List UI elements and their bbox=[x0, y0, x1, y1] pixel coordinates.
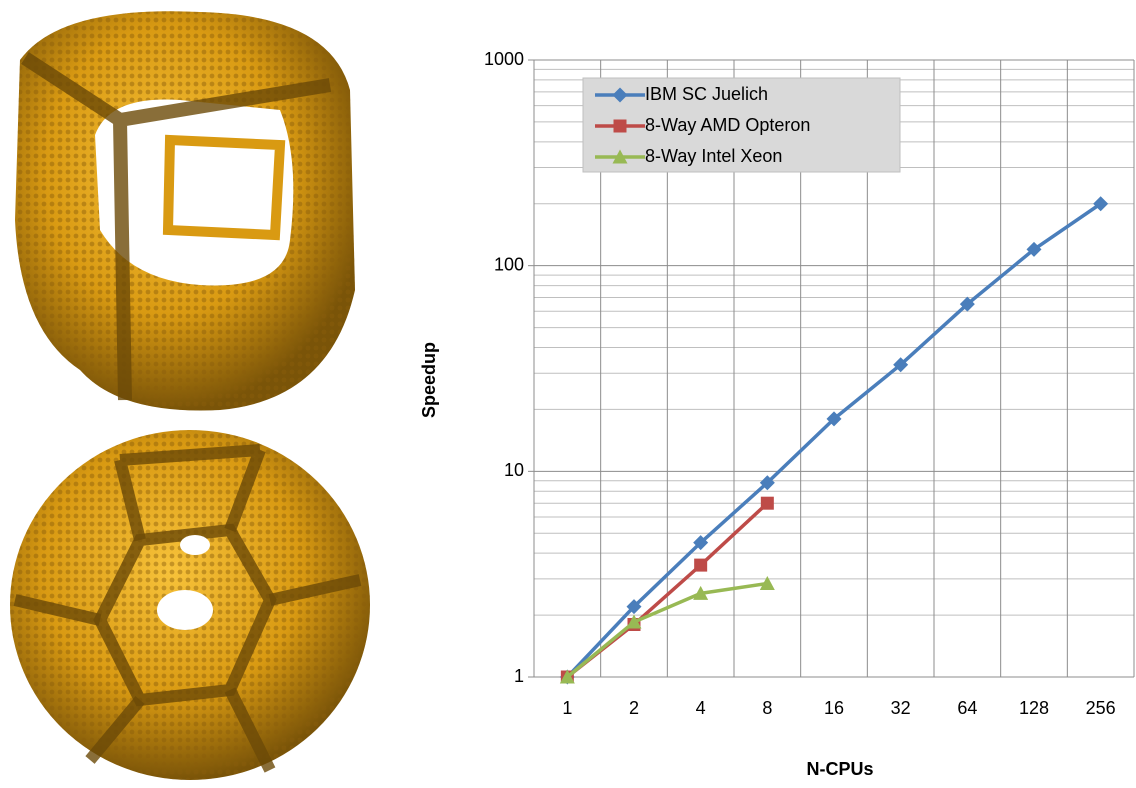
legend-label: 8-Way AMD Opteron bbox=[645, 115, 810, 135]
y-tick-label: 10 bbox=[504, 460, 524, 480]
x-tick-label: 64 bbox=[957, 698, 977, 718]
x-tick-label: 2 bbox=[629, 698, 639, 718]
y-tick-label: 100 bbox=[494, 254, 524, 274]
y-tick-label: 1000 bbox=[484, 49, 524, 69]
x-tick-label: 32 bbox=[891, 698, 911, 718]
x-tick-label: 16 bbox=[824, 698, 844, 718]
legend-label: 8-Way Intel Xeon bbox=[645, 146, 782, 166]
page: Speedup N-CPUs 1 10 100 1000 1 2 4 8 16 32 64 128 25… bbox=[0, 0, 1136, 783]
y-axis-title: Speedup bbox=[419, 342, 439, 418]
legend-label: IBM SC Juelich bbox=[645, 84, 768, 104]
legend-marker bbox=[614, 120, 627, 133]
y-tick-label: 1 bbox=[514, 666, 524, 686]
data-point bbox=[761, 497, 774, 510]
x-axis-title: N-CPUs bbox=[806, 759, 873, 779]
x-tick-label: 128 bbox=[1019, 698, 1049, 718]
x-tick-label: 4 bbox=[696, 698, 706, 718]
data-point bbox=[694, 559, 707, 572]
render-bottom bbox=[10, 430, 370, 780]
render-top bbox=[15, 11, 355, 410]
x-tick-label: 256 bbox=[1086, 698, 1116, 718]
x-tick-label: 1 bbox=[562, 698, 572, 718]
x-tick-label: 8 bbox=[762, 698, 772, 718]
